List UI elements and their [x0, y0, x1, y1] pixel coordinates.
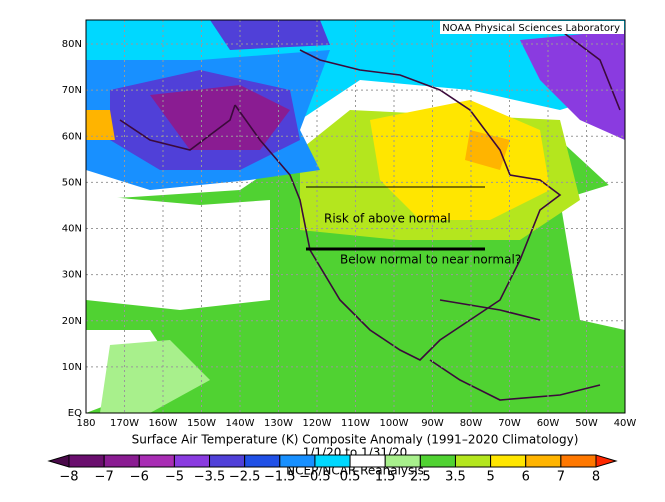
lon-label: 70W [498, 418, 521, 429]
lat-label: 20N [62, 316, 82, 327]
lat-label: 50N [62, 177, 82, 188]
lon-label: 60W [537, 418, 560, 429]
lon-label: 120W [303, 418, 332, 429]
lat-label: 60N [62, 131, 82, 142]
colorbar-label: 3.5 [445, 470, 466, 485]
colorbar-label: 1.5 [375, 470, 396, 485]
colorbar-box [384, 454, 421, 468]
graticule [86, 20, 625, 413]
colorbar-label: −0.5 [299, 470, 331, 485]
lat-label: EQ [68, 408, 82, 419]
lat-label: 10N [62, 362, 82, 373]
colorbar-box [560, 454, 597, 468]
lon-label: 170W [110, 418, 139, 429]
colorbar-box [419, 454, 456, 468]
lon-label: 130W [264, 418, 293, 429]
colorbar-label: 5 [486, 470, 494, 485]
colorbar-label: −2.5 [229, 470, 261, 485]
lon-label: 40W [614, 418, 637, 429]
colorbar-box [349, 454, 386, 468]
colorbar-end [47, 454, 70, 468]
colorbar-box [490, 454, 527, 468]
colorbar-label: −1.5 [264, 470, 296, 485]
lat-label: 80N [62, 39, 82, 50]
lon-label: 150W [187, 418, 216, 429]
colorbar-box [314, 454, 351, 468]
colorbar-label: 7 [557, 470, 565, 485]
colorbar-box [209, 454, 246, 468]
colorbar-box [173, 454, 211, 468]
lon-label: 110W [341, 418, 370, 429]
colorbar-box [525, 454, 562, 468]
colorbar-box [68, 454, 105, 468]
colorbar-box [454, 454, 492, 468]
annotation: Risk of above normal [324, 212, 451, 226]
lon-label: 50W [575, 418, 598, 429]
colorbar-box [244, 454, 281, 468]
label-box [440, 21, 624, 34]
colorbar-label: 8 [592, 470, 600, 485]
lat-label: 70N [62, 85, 82, 96]
lab-label: NOAA Physical Sciences Laboratory [442, 23, 620, 34]
lat-label: 40N [62, 224, 82, 235]
colorbar-box [279, 454, 316, 468]
colorbar-box [103, 454, 140, 468]
colorbar: −8 −7 −6 −5 −3.5 −2.5 −1.5 −0.5 0.5 1.5 2.5 3.5 5 6 7 8 [47, 454, 618, 485]
lon-label: 180 [76, 418, 95, 429]
lon-label: 80W [460, 418, 483, 429]
colorbar-label: 2.5 [410, 470, 431, 485]
anomaly-field [86, 20, 625, 413]
colorbar-label: −3.5 [194, 470, 226, 485]
lat-label: 30N [62, 270, 82, 281]
colorbar-label: −7 [95, 470, 114, 485]
colorbar-label: −5 [165, 470, 184, 485]
colorbar-label: −8 [59, 470, 78, 485]
lon-label: 90W [421, 418, 444, 429]
plot-frame [85, 19, 626, 414]
lon-label: 160W [149, 418, 178, 429]
colorbar-end [595, 454, 618, 468]
colorbar-label: 6 [522, 470, 530, 485]
colorbar-label: −6 [130, 470, 149, 485]
footer-title: Surface Air Temperature (K) Composite An… [132, 433, 579, 447]
lon-label: 140W [226, 418, 255, 429]
colorbar-label: 0.5 [340, 470, 361, 485]
annotation: Below normal to near normal? [340, 253, 521, 267]
lon-label: 100W [380, 418, 409, 429]
colorbar-box [138, 454, 175, 468]
